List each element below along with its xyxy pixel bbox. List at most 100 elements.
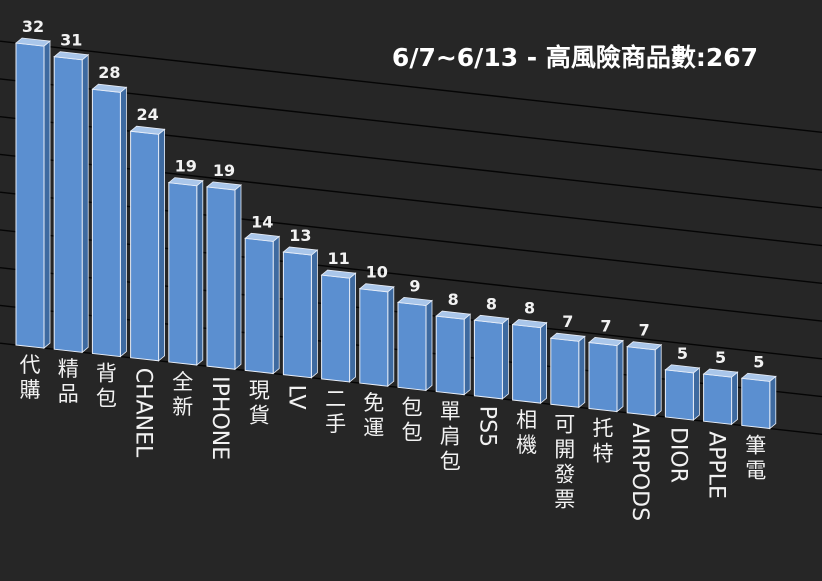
category-label: 背包	[96, 361, 117, 410]
bar	[511, 319, 548, 404]
svg-text:包: 包	[440, 450, 461, 474]
svg-text:PS5: PS5	[474, 406, 499, 447]
svg-text:電: 電	[745, 458, 766, 482]
bar-top	[244, 232, 281, 242]
svg-text:LV: LV	[283, 385, 308, 410]
bar-top	[358, 283, 395, 293]
category-label: 代購	[20, 353, 41, 402]
bar	[53, 51, 90, 354]
bar-top	[53, 51, 90, 61]
svg-text:機: 機	[516, 433, 537, 457]
bar-top	[664, 364, 701, 374]
category-label: 筆電	[745, 433, 766, 482]
bar-side	[731, 371, 738, 426]
chart-title: 6/7~6/13 - 高風險商品數:267	[392, 43, 758, 72]
bar-top	[320, 269, 357, 279]
category-label: 包包	[402, 395, 423, 444]
bar	[167, 177, 204, 366]
bar-side	[349, 272, 357, 383]
svg-text:包: 包	[402, 395, 423, 419]
category-label: LV	[283, 385, 308, 410]
svg-text:品: 品	[58, 382, 79, 406]
bar-top	[588, 337, 624, 346]
bar-side	[654, 343, 662, 417]
bars	[15, 37, 777, 430]
bar-front	[244, 237, 274, 375]
bar-top	[129, 125, 166, 135]
category-label: IPHONE	[207, 376, 232, 460]
bar	[91, 83, 128, 358]
bar-front	[15, 42, 45, 349]
category-label: CHANEL	[131, 368, 156, 458]
category-label: 免運	[363, 391, 384, 440]
bar-side	[310, 249, 318, 379]
bar-front	[741, 377, 771, 430]
category-label: AIRPODS	[627, 423, 652, 521]
svg-text:APPLE: APPLE	[704, 431, 729, 499]
bar-top	[549, 332, 586, 342]
bar-side	[43, 40, 51, 349]
bar-front	[397, 301, 427, 391]
bar-top	[626, 341, 663, 351]
data-label: 19	[175, 157, 197, 176]
bar-side	[158, 128, 166, 362]
bar	[244, 232, 281, 375]
bar	[473, 314, 510, 400]
bar-front	[321, 274, 351, 383]
svg-text:肩: 肩	[440, 425, 461, 449]
bar-side	[463, 313, 471, 396]
bar-front	[435, 315, 465, 396]
bar-top	[167, 177, 204, 187]
data-label: 5	[753, 352, 764, 371]
svg-text:現: 現	[249, 378, 270, 402]
svg-text:發: 發	[554, 462, 575, 486]
bar-top	[206, 181, 242, 191]
bar	[549, 332, 586, 409]
bar-top	[435, 310, 472, 320]
svg-text:AIRPODS: AIRPODS	[627, 423, 652, 521]
bar-front	[53, 56, 83, 353]
data-label: 8	[524, 299, 535, 318]
bar-side	[540, 321, 547, 404]
data-label: 10	[366, 263, 388, 282]
bar-side	[234, 184, 242, 371]
bar-front	[168, 182, 198, 366]
bar	[588, 337, 624, 413]
data-label: 11	[327, 249, 349, 268]
category-label: 精品	[58, 357, 79, 406]
bar-side	[272, 235, 280, 375]
svg-text:二: 二	[325, 387, 346, 411]
bar-front	[512, 323, 542, 404]
bar-front	[473, 319, 503, 400]
bar-front	[626, 346, 656, 417]
svg-text:貨: 貨	[249, 403, 270, 427]
bar-top	[740, 372, 777, 382]
bar-top	[15, 37, 51, 47]
bar-front	[664, 369, 694, 421]
bar	[206, 181, 242, 371]
category-label: 全新	[172, 370, 193, 419]
bar	[664, 364, 701, 421]
bar-front	[550, 337, 580, 408]
svg-text:背: 背	[96, 361, 117, 385]
bar	[740, 372, 777, 430]
svg-text:筆: 筆	[745, 433, 766, 457]
data-label: 13	[289, 226, 311, 245]
gridline	[0, 78, 822, 171]
bar	[320, 269, 357, 383]
data-label: 19	[213, 161, 235, 180]
category-label: DIOR	[665, 427, 690, 483]
bar-side	[578, 335, 586, 409]
bar-top	[511, 319, 548, 329]
svg-text:代: 代	[20, 353, 41, 377]
data-label: 7	[600, 316, 611, 335]
category-label: PS5	[474, 406, 499, 447]
svg-text:開: 開	[554, 437, 575, 461]
category-label: 托特	[593, 417, 614, 466]
svg-text:免: 免	[363, 391, 384, 415]
svg-text:包: 包	[402, 420, 423, 444]
bar	[702, 368, 739, 426]
bar	[15, 37, 51, 349]
